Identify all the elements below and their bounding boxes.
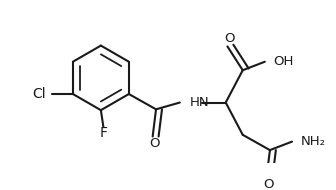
Text: F: F — [99, 126, 108, 140]
Text: O: O — [224, 32, 235, 45]
Text: O: O — [263, 178, 274, 190]
Text: NH₂: NH₂ — [300, 135, 326, 148]
Text: O: O — [149, 137, 160, 150]
Text: OH: OH — [273, 55, 294, 68]
Text: HN: HN — [190, 96, 210, 109]
Text: Cl: Cl — [32, 87, 46, 101]
